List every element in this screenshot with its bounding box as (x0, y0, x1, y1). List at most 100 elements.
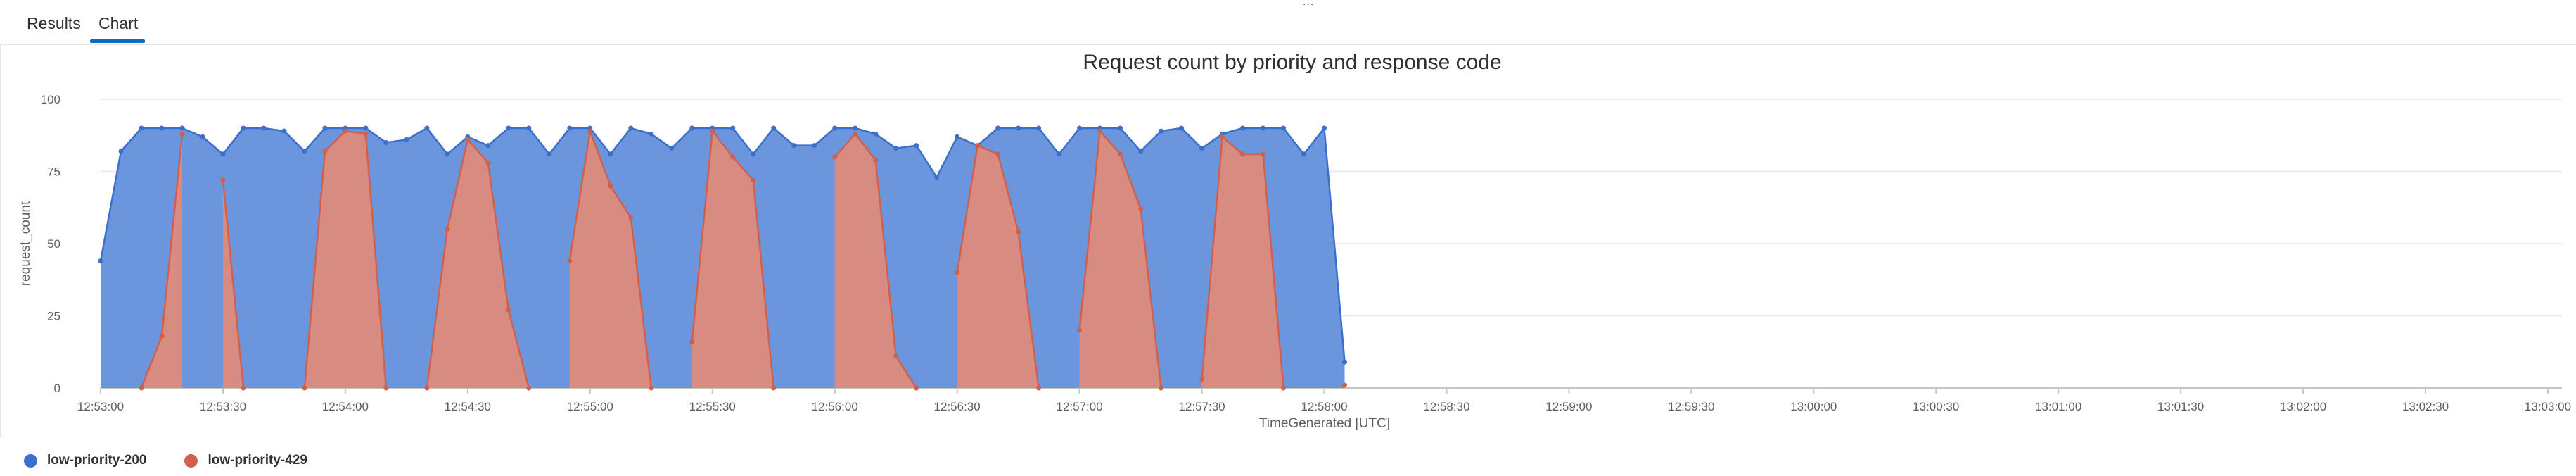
x-tick-label: 12:58:00 (1301, 400, 1347, 413)
data-point-low-priority-429 (445, 227, 450, 232)
data-point-low-priority-429 (220, 177, 226, 183)
data-point-low-priority-200 (791, 143, 797, 149)
data-point-low-priority-200 (506, 125, 511, 131)
legend-swatch-low-priority-200 (24, 453, 37, 468)
y-tick-label: 100 (41, 93, 60, 106)
data-point-low-priority-429 (485, 160, 491, 165)
data-point-low-priority-429 (1281, 385, 1287, 391)
area-low-priority-429 (957, 145, 1039, 388)
x-tick-label: 12:56:00 (812, 400, 858, 413)
x-tick-label: 12:55:00 (567, 400, 613, 413)
area-low-priority-429 (834, 134, 917, 388)
data-point-low-priority-200 (914, 143, 919, 149)
data-point-low-priority-429 (1118, 151, 1123, 157)
legend-label: low-priority-429 (208, 453, 307, 468)
area-low-priority-429 (1201, 137, 1284, 389)
data-point-low-priority-429 (587, 128, 593, 134)
data-point-low-priority-429 (363, 131, 369, 137)
x-tick-label: 13:00:30 (1913, 400, 1959, 413)
x-tick-label: 13:01:00 (2035, 400, 2081, 413)
data-point-low-priority-200 (1281, 125, 1287, 131)
data-point-low-priority-429 (1220, 134, 1225, 139)
area-chart: Request count by priority and response c… (18, 51, 2571, 431)
x-tick-label: 13:02:00 (2280, 400, 2326, 413)
data-point-low-priority-200 (853, 125, 858, 131)
chart-legend: low-priority-200 low-priority-429 (24, 451, 345, 470)
data-point-low-priority-200 (179, 125, 185, 131)
x-tick-label: 13:02:30 (2402, 400, 2449, 413)
data-point-low-priority-200 (812, 143, 817, 149)
x-tick-label: 12:59:30 (1668, 400, 1714, 413)
data-point-low-priority-429 (955, 270, 960, 275)
data-point-low-priority-200 (98, 258, 103, 264)
data-point-low-priority-200 (241, 125, 246, 131)
data-point-low-priority-429 (1036, 385, 1042, 391)
legend-swatch-low-priority-429 (184, 453, 198, 468)
x-tick-label: 13:03:00 (2525, 400, 2571, 413)
data-point-low-priority-429 (649, 385, 654, 391)
data-point-low-priority-429 (1159, 385, 1164, 391)
data-point-low-priority-200 (934, 175, 940, 180)
overflow-indicator: ... (1303, 0, 1315, 8)
x-tick-label: 12:53:00 (77, 400, 124, 413)
area-low-priority-429 (569, 131, 651, 388)
data-point-low-priority-200 (424, 125, 430, 131)
x-tick-label: 13:00:00 (1790, 400, 1837, 413)
data-point-low-priority-429 (995, 151, 1001, 157)
data-point-low-priority-200 (139, 125, 144, 131)
y-tick-label: 50 (47, 237, 60, 251)
data-point-low-priority-200 (1301, 151, 1307, 157)
data-point-low-priority-200 (995, 125, 1001, 131)
data-point-low-priority-200 (1199, 146, 1205, 151)
x-tick-label: 12:57:00 (1057, 400, 1103, 413)
line-low-priority-200 (99, 125, 1346, 363)
data-point-low-priority-200 (302, 149, 307, 154)
x-tick-label: 12:55:30 (689, 400, 736, 413)
x-tick-label: 12:57:30 (1178, 400, 1225, 413)
area-low-priority-429 (304, 131, 386, 388)
data-point-low-priority-429 (710, 128, 715, 134)
y-tick-label: 75 (47, 165, 60, 179)
legend-item-low-priority-200[interactable]: low-priority-200 (24, 453, 146, 468)
area-low-priority-429 (141, 134, 182, 388)
data-point-low-priority-429 (730, 154, 736, 160)
chart-title: Request count by priority and response c… (1083, 51, 1501, 74)
data-point-low-priority-200 (118, 149, 124, 154)
data-point-low-priority-200 (832, 125, 838, 131)
area-low-priority-429 (1079, 131, 1161, 388)
active-tab-indicator (90, 39, 145, 43)
data-point-low-priority-200 (1036, 125, 1042, 131)
data-point-low-priority-429 (424, 385, 430, 391)
data-point-low-priority-200 (1240, 125, 1246, 131)
x-tick-label: 12:54:30 (445, 400, 491, 413)
series-areas (101, 128, 1345, 389)
data-point-low-priority-200 (649, 131, 654, 137)
legend-item-low-priority-429[interactable]: low-priority-429 (184, 453, 307, 468)
axes: 0 25 50 75 100 12:53:00 12:53:30 12:54:00 12:54:… (41, 93, 2571, 413)
x-tick-label: 12:56:30 (934, 400, 981, 413)
data-point-low-priority-200 (1179, 125, 1185, 131)
data-point-low-priority-200 (363, 125, 369, 131)
legend-label: low-priority-200 (47, 453, 147, 468)
data-point-low-priority-200 (669, 146, 675, 151)
y-tick-label: 25 (47, 310, 60, 323)
data-point-low-priority-429 (139, 385, 144, 391)
data-point-low-priority-429 (567, 258, 573, 264)
data-point-low-priority-200 (873, 131, 879, 137)
data-point-low-priority-200 (1261, 125, 1266, 131)
data-point-low-priority-200 (445, 151, 450, 157)
y-axis-label: request_count (18, 201, 33, 286)
data-point-low-priority-200 (567, 125, 573, 131)
x-tick-label: 12:53:30 (200, 400, 246, 413)
data-point-low-priority-429 (465, 137, 471, 142)
data-point-low-priority-200 (730, 125, 736, 131)
data-point-low-priority-429 (873, 157, 879, 163)
data-point-low-priority-200 (1341, 359, 1347, 365)
data-point-low-priority-429 (914, 385, 919, 391)
data-point-low-priority-200 (383, 140, 389, 145)
tab-chart[interactable]: Chart (98, 14, 139, 32)
data-point-low-priority-200 (1057, 151, 1062, 157)
tab-results[interactable]: Results (27, 14, 81, 32)
data-point-low-priority-200 (1138, 149, 1144, 154)
data-point-low-priority-200 (771, 125, 777, 131)
